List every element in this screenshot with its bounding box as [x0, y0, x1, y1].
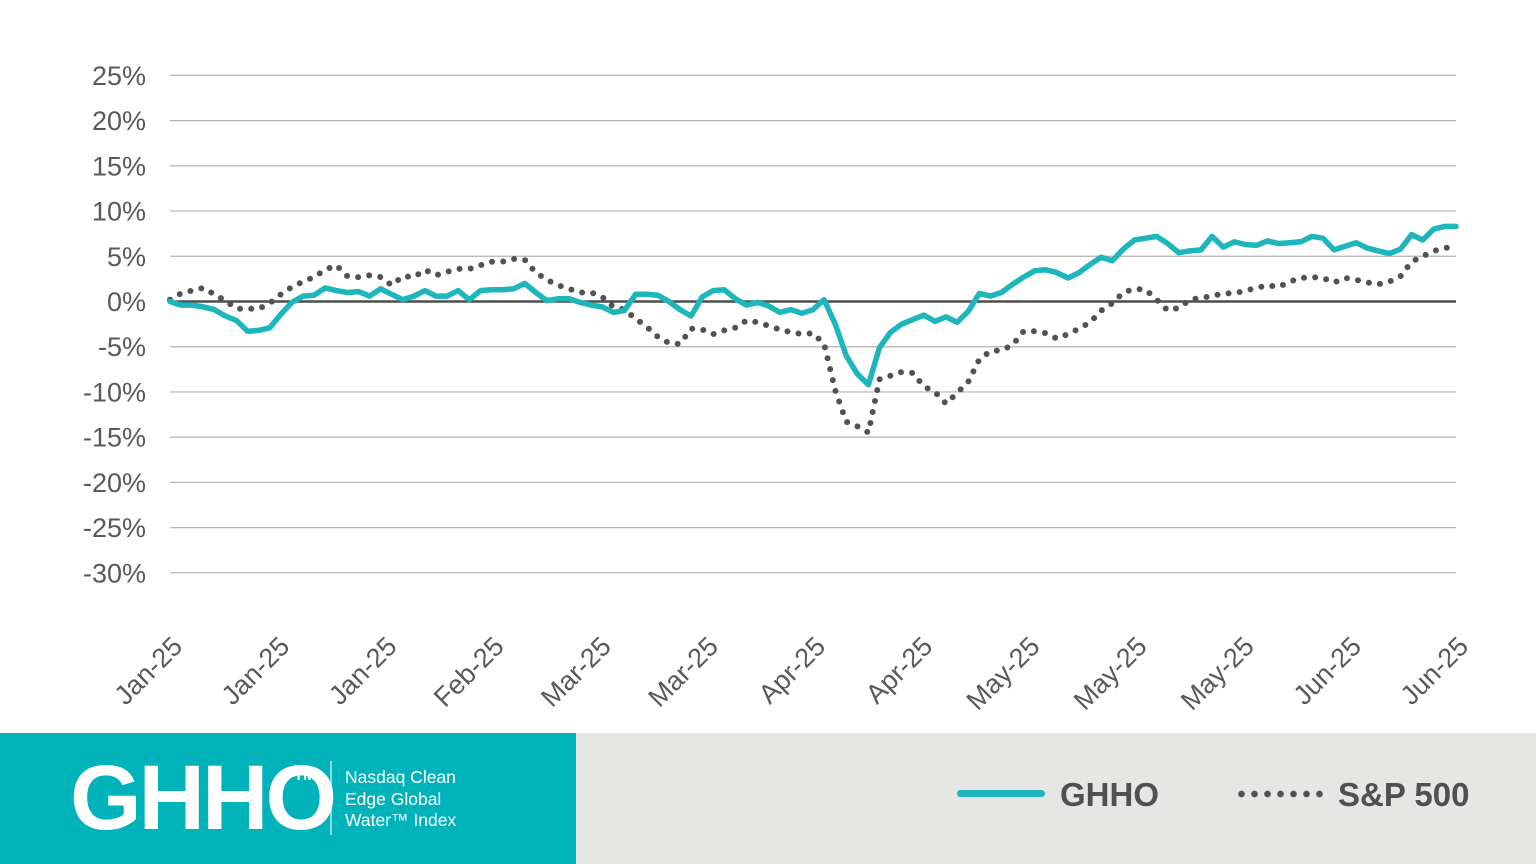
x-tick-label: Feb-25	[428, 631, 510, 713]
y-tick-label: 10%	[92, 197, 146, 227]
y-tick-label: 15%	[92, 151, 146, 181]
brand-tagline: Nasdaq Clean Edge Global Water™ Index	[345, 767, 456, 832]
footer: GHHO TM Nasdaq Clean Edge Global Water™ …	[0, 733, 1536, 864]
y-tick-label: 20%	[92, 106, 146, 136]
tagline-line-2: Edge Global	[345, 788, 442, 809]
tagline-line-3: Water™ Index	[345, 810, 457, 830]
y-tick-label: -25%	[83, 513, 146, 543]
y-tick-label: 5%	[107, 242, 146, 272]
x-tick-label: Jun-25	[1395, 631, 1475, 711]
x-tick-label: Jan-25	[216, 631, 296, 711]
y-tick-label: -20%	[83, 468, 146, 498]
x-tick-label: Jun-25	[1287, 631, 1367, 711]
sp500-dotted-swatch	[1235, 790, 1328, 798]
x-tick-label: May-25	[1175, 631, 1260, 716]
x-tick-label: Apr-25	[753, 631, 832, 710]
y-tick-label: 0%	[107, 287, 146, 317]
ghho-line-swatch	[957, 790, 1045, 797]
legend-label-sp500: S&P 500	[1338, 776, 1470, 813]
x-tick-label: Apr-25	[860, 631, 939, 710]
x-tick-label: Mar-25	[535, 631, 617, 713]
x-tick-label: May-25	[961, 631, 1046, 716]
y-tick-label: 25%	[92, 61, 146, 91]
y-tick-label: -15%	[83, 423, 146, 453]
brand-block: GHHO TM Nasdaq Clean Edge Global Water™ …	[0, 733, 576, 864]
performance-chart: 25% 20% 15% 10% 5% 0% -5% -10% -15% -20% -25% -30% J…	[83, 61, 1475, 716]
x-tick-label: Mar-25	[642, 631, 724, 713]
x-tick-label: Jan-25	[323, 631, 403, 711]
y-tick-label: -30%	[83, 558, 146, 588]
brand-logo: GHHO	[70, 747, 337, 849]
brand-divider	[330, 761, 332, 835]
y-tick-label: -5%	[98, 332, 146, 362]
tagline-line-1: Nasdaq Clean	[345, 767, 456, 787]
y-tick-label: -10%	[83, 377, 146, 407]
trademark-superscript: TM	[294, 767, 316, 784]
chart-legend: GHHO S&P 500	[0, 733, 1536, 864]
sp500-line	[167, 243, 1459, 436]
performance-chart-svg: 25% 20% 15% 10% 5% 0% -5% -10% -15% -20% -25% -30% J…	[83, 61, 1475, 716]
legend-label-ghho: GHHO	[1060, 776, 1159, 813]
x-tick-label: Jan-25	[109, 631, 189, 711]
ghho-line	[167, 223, 1459, 388]
x-tick-label: May-25	[1068, 631, 1153, 716]
